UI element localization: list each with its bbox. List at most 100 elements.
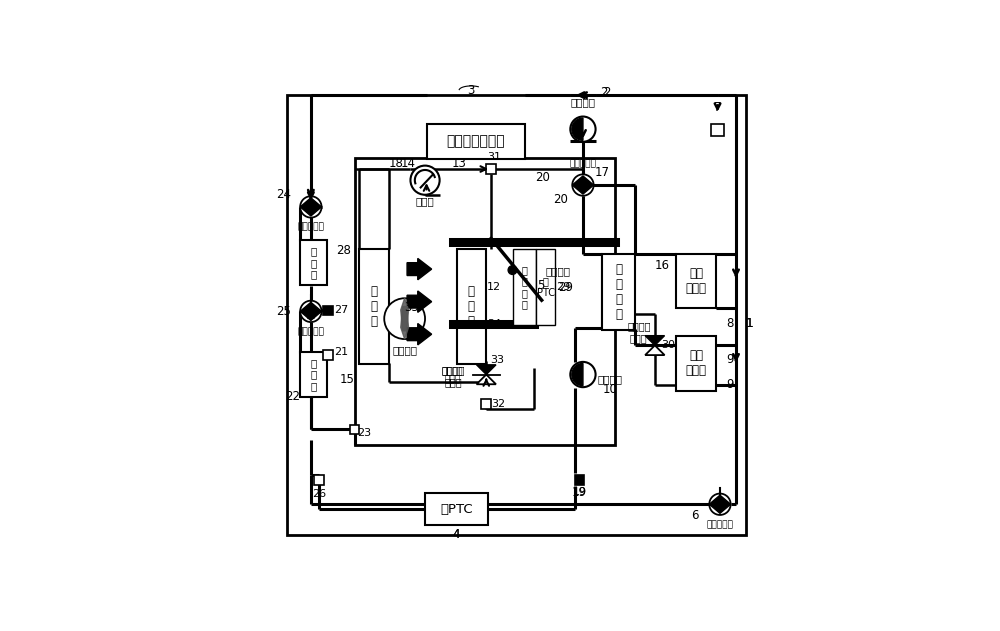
Polygon shape: [311, 302, 322, 321]
Text: 2: 2: [603, 86, 611, 99]
Text: 7: 7: [714, 101, 721, 114]
Text: 22: 22: [285, 390, 300, 403]
Circle shape: [300, 301, 322, 322]
Polygon shape: [300, 198, 311, 216]
Text: 9: 9: [726, 378, 734, 391]
Polygon shape: [583, 176, 594, 194]
Bar: [481, 399, 491, 408]
Bar: [359, 249, 389, 363]
Polygon shape: [300, 302, 311, 321]
Bar: [676, 336, 716, 391]
Bar: [602, 254, 635, 329]
Polygon shape: [645, 345, 665, 355]
Polygon shape: [401, 307, 409, 339]
Text: 16: 16: [655, 259, 670, 272]
Bar: [355, 158, 615, 445]
Text: 33: 33: [490, 355, 504, 365]
Text: 第一电子: 第一电子: [442, 368, 463, 377]
Text: 5: 5: [537, 279, 544, 292]
Polygon shape: [477, 375, 496, 384]
Bar: [425, 493, 488, 525]
Text: 第一三通阀: 第一三通阀: [297, 223, 324, 232]
Text: 14: 14: [401, 156, 416, 170]
Text: 散
热
器: 散 热 器: [310, 246, 316, 280]
Text: 34: 34: [487, 319, 501, 329]
Text: 电机及其控制器: 电机及其控制器: [447, 134, 505, 148]
Text: 第一
换热器: 第一 换热器: [686, 350, 707, 377]
Text: 暖
风
炉
子: 暖 风 炉 子: [522, 264, 528, 309]
Polygon shape: [311, 198, 322, 216]
Polygon shape: [720, 495, 731, 514]
Circle shape: [300, 196, 322, 218]
Polygon shape: [645, 336, 665, 345]
Text: 26: 26: [312, 488, 326, 498]
Text: 27: 27: [334, 305, 349, 316]
Text: 第二三通阀: 第二三通阀: [297, 327, 324, 336]
Polygon shape: [572, 176, 583, 194]
Text: 风
PTC: 风 PTC: [537, 276, 555, 298]
Text: 19: 19: [572, 486, 587, 498]
Text: 31: 31: [487, 152, 501, 162]
Polygon shape: [407, 259, 432, 280]
Circle shape: [572, 174, 594, 196]
Text: 冷
凝
器: 冷 凝 器: [371, 285, 378, 328]
Bar: [575, 475, 584, 485]
Bar: [323, 350, 333, 360]
Text: 8: 8: [726, 317, 734, 330]
Text: 12: 12: [487, 282, 501, 292]
Text: 17: 17: [595, 167, 610, 179]
Text: 蒸
发
器: 蒸 发 器: [468, 285, 475, 328]
Circle shape: [410, 165, 440, 195]
Text: 13: 13: [452, 156, 466, 170]
Bar: [457, 249, 486, 363]
Bar: [314, 475, 324, 485]
Polygon shape: [407, 324, 432, 345]
Bar: [486, 163, 496, 174]
Text: 冷暖风门: 冷暖风门: [546, 266, 571, 276]
Text: 9: 9: [726, 353, 734, 367]
Bar: [513, 249, 536, 325]
Text: 第二水泵: 第二水泵: [597, 374, 622, 384]
Text: 第一水泵: 第一水泵: [570, 97, 595, 107]
Bar: [536, 249, 555, 325]
Text: 29: 29: [556, 282, 570, 292]
Text: 动
力
电
池: 动 力 电 池: [615, 263, 622, 321]
Polygon shape: [407, 291, 432, 312]
Text: 25: 25: [276, 305, 291, 318]
Text: 21: 21: [334, 346, 349, 357]
Text: 3: 3: [468, 84, 475, 97]
Text: 第二电子
膨胀阀: 第二电子 膨胀阀: [627, 321, 651, 343]
Text: 20: 20: [553, 193, 568, 206]
Text: 1: 1: [746, 317, 753, 330]
Text: 第四三通阀: 第四三通阀: [570, 160, 596, 168]
Bar: [676, 254, 716, 308]
Text: 32: 32: [491, 399, 505, 409]
Text: 冷却风扇: 冷却风扇: [392, 345, 417, 355]
Text: 35: 35: [405, 301, 419, 314]
Text: 10: 10: [602, 382, 617, 396]
Text: 1: 1: [746, 317, 754, 330]
Text: 膨胀阀: 膨胀阀: [444, 375, 460, 384]
Circle shape: [570, 362, 596, 387]
Text: 23: 23: [357, 428, 371, 438]
Polygon shape: [709, 495, 720, 514]
Wedge shape: [572, 363, 583, 386]
Circle shape: [709, 493, 731, 515]
Text: 15: 15: [340, 373, 355, 386]
Text: 24: 24: [276, 188, 291, 201]
Text: 29: 29: [558, 281, 573, 293]
Text: 19: 19: [572, 487, 587, 497]
Bar: [427, 124, 525, 159]
Circle shape: [508, 266, 517, 274]
Text: 压缩机: 压缩机: [416, 196, 434, 206]
Text: 18: 18: [388, 156, 403, 170]
Polygon shape: [401, 298, 409, 331]
Bar: [350, 425, 359, 434]
Text: 4: 4: [453, 528, 460, 541]
Text: 2: 2: [600, 86, 608, 99]
Bar: [300, 240, 327, 285]
Text: 28: 28: [336, 244, 351, 257]
Circle shape: [570, 117, 596, 142]
Text: 30: 30: [661, 340, 675, 350]
Text: 6: 6: [691, 509, 698, 522]
